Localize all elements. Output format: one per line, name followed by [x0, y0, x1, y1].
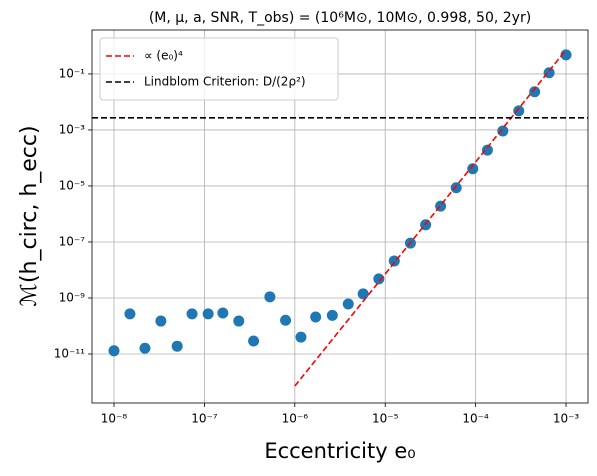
- data-point: [310, 311, 322, 323]
- y-tick-label: 10⁻⁵: [59, 178, 86, 192]
- data-point: [357, 288, 369, 300]
- data-point: [497, 125, 509, 137]
- y-axis-label: ℳ(h_circ, h_ecc): [17, 125, 42, 306]
- data-point: [264, 291, 276, 303]
- legend-label: ∝ (e₀)⁴: [144, 49, 183, 63]
- legend-box: [99, 37, 339, 101]
- chart-title: (M, μ, a, SNR, T_obs) = (10⁶M⊙, 10M⊙, 0.…: [149, 10, 531, 26]
- data-point: [108, 345, 120, 357]
- data-point: [155, 315, 167, 327]
- data-point: [326, 309, 338, 321]
- legend-label: Lindblom Criterion: D/(2ρ²): [144, 75, 306, 89]
- data-point: [373, 273, 385, 285]
- x-tick-label: 10⁻⁷: [191, 412, 218, 426]
- x-tick-label: 10⁻⁴: [462, 412, 489, 426]
- legend: ∝ (e₀)⁴ Lindblom Criterion: D/(2ρ²): [99, 37, 339, 101]
- y-tick-label: 10⁻⁹: [59, 290, 86, 304]
- data-point: [202, 308, 214, 320]
- y-tick-label: 10⁻¹: [59, 66, 86, 80]
- data-point: [513, 105, 525, 117]
- data-point: [342, 298, 354, 310]
- plot-frame: [91, 29, 589, 404]
- data-point: [139, 342, 151, 354]
- data-point: [217, 307, 229, 319]
- x-tick-label: 10⁻⁵: [372, 412, 399, 426]
- x-tick-label: 10⁻⁶: [282, 412, 309, 426]
- y-tick-label: 10⁻¹¹: [54, 346, 85, 360]
- data-point: [171, 340, 183, 352]
- data-point: [124, 308, 136, 320]
- x-tick-label: 10⁻³: [553, 412, 580, 426]
- x-tick-label: 10⁻⁸: [101, 412, 128, 426]
- data-point: [481, 144, 493, 156]
- y-tick-label: 10⁻⁷: [59, 234, 86, 248]
- y-tick-label: 10⁻³: [59, 122, 86, 136]
- data-point: [450, 182, 462, 194]
- data-point: [248, 335, 260, 347]
- data-point: [295, 331, 307, 343]
- data-point: [186, 308, 198, 320]
- x-axis-label: Eccentricity e₀: [264, 439, 415, 463]
- data-point: [529, 86, 541, 98]
- data-point: [280, 314, 292, 326]
- data-point: [467, 163, 479, 175]
- data-point: [233, 315, 245, 327]
